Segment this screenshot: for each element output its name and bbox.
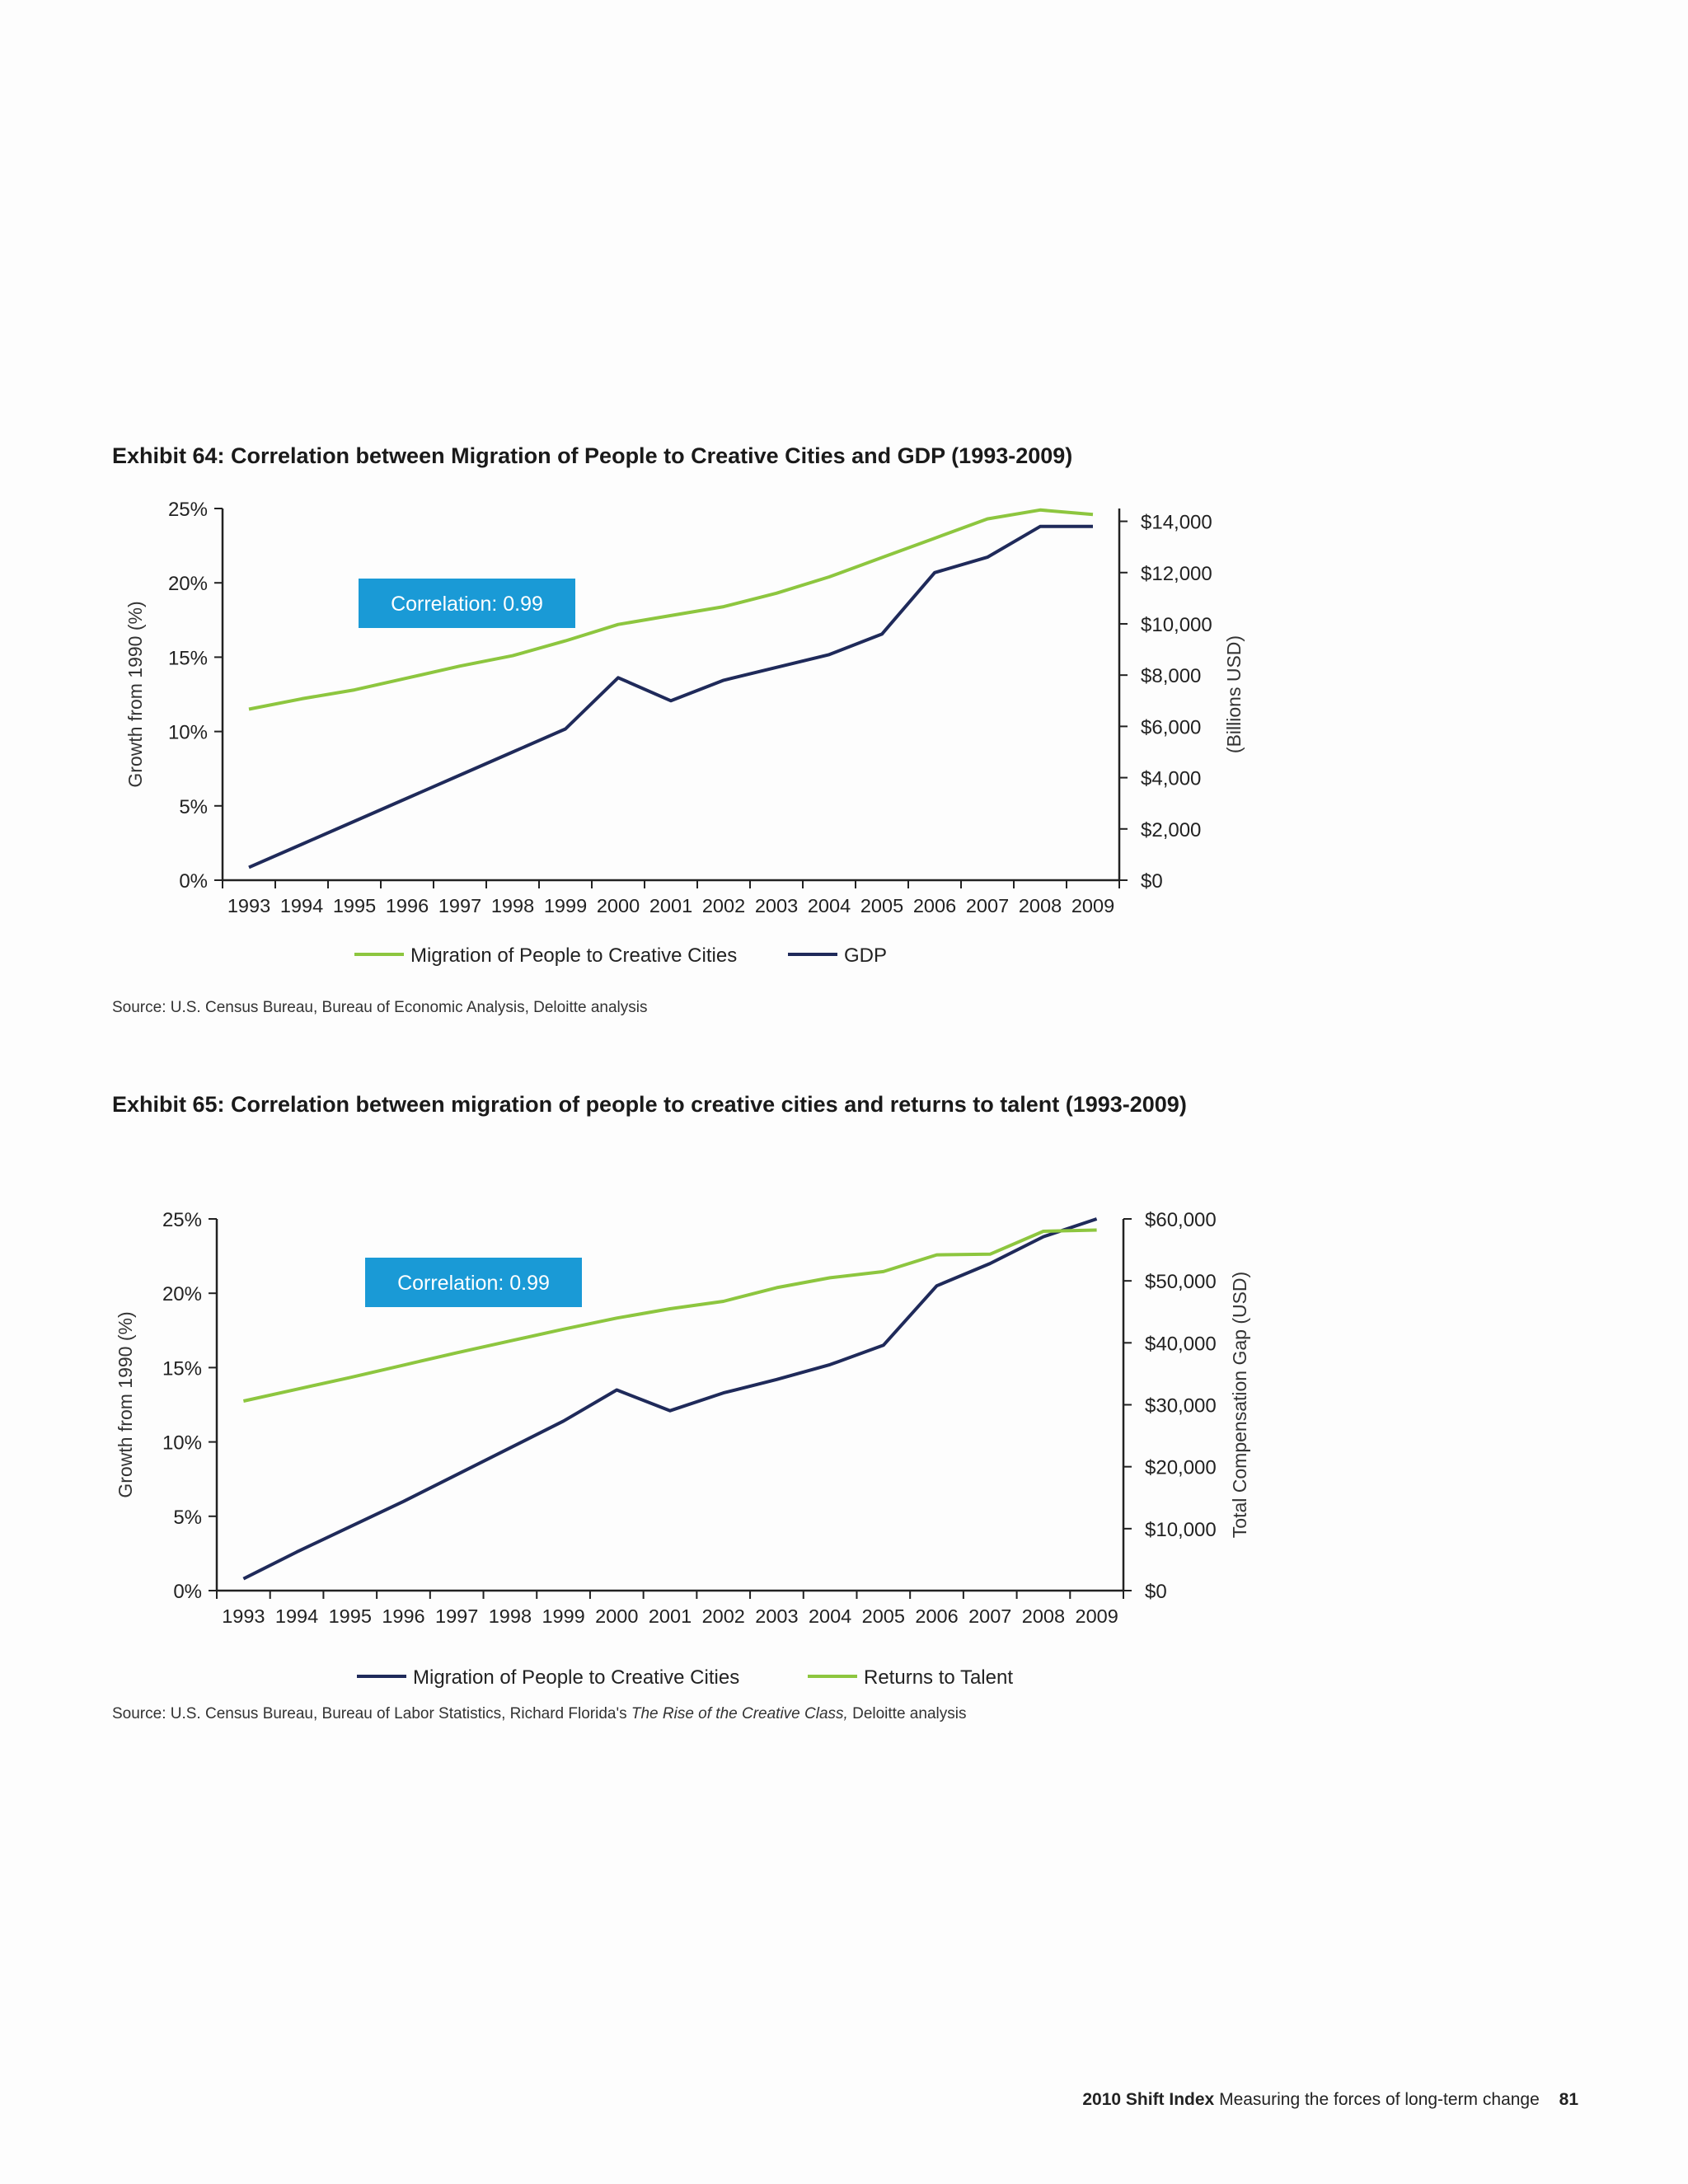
right-tick-label: $4,000 — [1141, 768, 1201, 790]
x-tick-label: 2007 — [966, 895, 1009, 916]
footer-tagline: Measuring the forces of long-term change — [1219, 2090, 1540, 2109]
x-tick-label: 1994 — [280, 895, 323, 916]
x-tick-label: 1999 — [544, 895, 587, 916]
x-tick-label: 2002 — [702, 895, 745, 916]
x-tick-label: 2000 — [597, 895, 640, 916]
x-tick-label: 2000 — [595, 1605, 638, 1627]
correlation-badge: Correlation: 0.99 — [359, 579, 575, 628]
right-tick-label: $50,000 — [1145, 1271, 1217, 1293]
exhibit-65-source-book-title: The Rise of the Creative Class, — [631, 1705, 848, 1722]
x-tick-label: 2005 — [862, 1605, 905, 1627]
x-tick-label: 1998 — [489, 1605, 532, 1627]
x-tick-label: 2007 — [968, 1605, 1011, 1627]
exhibit-65-source: Source: U.S. Census Bureau, Bureau of La… — [112, 1705, 966, 1723]
x-tick-label: 2001 — [649, 1605, 692, 1627]
x-tick-label: 1997 — [438, 895, 481, 916]
right-axis-title: (Billions USD) — [1223, 635, 1245, 753]
correlation-badge-box — [365, 1258, 582, 1307]
left-tick-label: 5% — [179, 796, 208, 818]
legend-label-1: Migration of People to Creative Cities — [413, 1666, 739, 1689]
left-tick-label: 15% — [168, 647, 208, 669]
legend-label-1: Migration of People to Creative Cities — [410, 944, 737, 967]
left-tick-label: 10% — [168, 722, 208, 744]
page-footer: 2010 Shift Index Measuring the forces of… — [1082, 2090, 1578, 2110]
x-tick-label: 2009 — [1076, 1605, 1118, 1627]
left-tick-label: 25% — [168, 499, 208, 521]
left-tick-label: 0% — [173, 1581, 202, 1603]
left-axis-title: Growth from 1990 (%) — [115, 1311, 136, 1497]
x-tick-label: 2004 — [809, 1605, 851, 1627]
x-tick-label: 2004 — [808, 895, 851, 916]
legend-label-2: Returns to Talent — [864, 1666, 1013, 1689]
exhibit-65-title: Exhibit 65: Correlation between migratio… — [112, 1092, 1187, 1117]
x-tick-label: 1996 — [382, 1605, 424, 1627]
right-tick-label: $30,000 — [1145, 1395, 1217, 1418]
series-line-1 — [248, 508, 1094, 711]
series-line-2 — [248, 524, 1093, 869]
x-tick-label: 2002 — [702, 1605, 745, 1627]
x-tick-label: 2006 — [913, 895, 956, 916]
x-tick-label: 1994 — [275, 1605, 318, 1627]
x-tick-label: 2009 — [1071, 895, 1114, 916]
x-tick-label: 1993 — [227, 895, 270, 916]
right-tick-label: $20,000 — [1145, 1457, 1217, 1479]
x-tick-label: 1996 — [386, 895, 429, 916]
left-tick-label: 20% — [168, 573, 208, 595]
correlation-badge: Correlation: 0.99 — [365, 1258, 582, 1307]
x-tick-label: 1999 — [542, 1605, 584, 1627]
left-tick-label: 0% — [179, 870, 208, 893]
x-tick-label: 2001 — [649, 895, 692, 916]
exhibit-65-chart: 0% 5% 10% 15% 20% 25% $0 $10,000 $20,000 $30,000 $… — [115, 1209, 1250, 1689]
correlation-badge-label: Correlation: 0.99 — [391, 593, 543, 616]
left-axis-title: Growth from 1990 (%) — [124, 601, 146, 787]
right-tick-label: $40,000 — [1145, 1333, 1217, 1355]
footer-brand: 2010 Shift Index — [1082, 2090, 1215, 2109]
x-tick-label: 2003 — [755, 895, 798, 916]
right-tick-label: $60,000 — [1145, 1209, 1217, 1231]
right-tick-label: $10,000 — [1141, 614, 1212, 636]
left-tick-label: 10% — [162, 1432, 202, 1455]
right-tick-label: $8,000 — [1141, 665, 1201, 687]
right-tick-label: $10,000 — [1145, 1519, 1217, 1541]
x-tick-label: 1998 — [491, 895, 534, 916]
right-tick-label: $14,000 — [1141, 512, 1212, 534]
exhibit-65-source-suffix: Deloitte analysis — [847, 1705, 967, 1722]
right-tick-label: $0 — [1145, 1581, 1167, 1603]
right-tick-label: $0 — [1141, 870, 1163, 893]
right-tick-label: $2,000 — [1141, 819, 1201, 841]
legend-label-2: GDP — [844, 944, 887, 967]
series-line-1 — [242, 1217, 1098, 1581]
exhibit-64-source: Source: U.S. Census Bureau, Bureau of Ec… — [112, 999, 648, 1016]
page-number: 81 — [1559, 2090, 1578, 2109]
x-tick-label: 1993 — [222, 1605, 265, 1627]
series-line-2 — [242, 1228, 1097, 1403]
right-axis-title: Total Compensation Gap (USD) — [1229, 1272, 1250, 1538]
x-tick-label: 2008 — [1022, 1605, 1065, 1627]
x-tick-label: 1995 — [329, 1605, 372, 1627]
left-tick-label: 15% — [162, 1357, 202, 1380]
exhibit-64-chart: 0% 5% 10% 15% 20% 25% $0 $2,000 $4,000 $6,000 $8,0… — [124, 499, 1245, 967]
x-tick-label: 2006 — [915, 1605, 958, 1627]
right-tick-label: $6,000 — [1141, 716, 1201, 738]
x-tick-label: 1997 — [435, 1605, 478, 1627]
x-tick-label: 2005 — [860, 895, 903, 916]
correlation-badge-box — [359, 579, 575, 628]
x-tick-label: 2008 — [1019, 895, 1062, 916]
exhibit-65-source-prefix: Source: U.S. Census Bureau, Bureau of La… — [112, 1705, 631, 1722]
x-tick-label: 2003 — [755, 1605, 798, 1627]
x-tick-label: 1995 — [333, 895, 376, 916]
left-tick-label: 25% — [162, 1209, 202, 1231]
right-tick-label: $12,000 — [1141, 563, 1212, 585]
left-tick-label: 5% — [173, 1507, 202, 1529]
exhibit-64-title: Exhibit 64: Correlation between Migratio… — [112, 443, 1073, 468]
correlation-badge-label: Correlation: 0.99 — [397, 1272, 550, 1295]
left-tick-label: 20% — [162, 1283, 202, 1305]
